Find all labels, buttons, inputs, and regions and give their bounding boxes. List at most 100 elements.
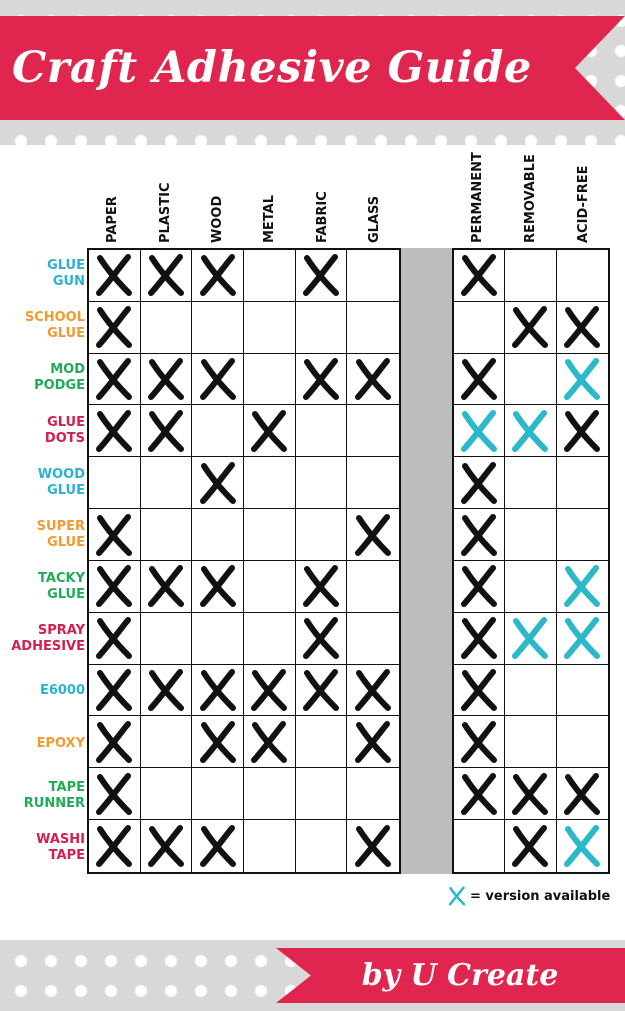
check-x-icon bbox=[251, 409, 288, 452]
grid-cell-removable bbox=[505, 612, 557, 665]
check-x-icon bbox=[147, 825, 184, 868]
check-x-icon bbox=[461, 772, 498, 815]
grid-cell-removable bbox=[505, 405, 557, 458]
grid-cell-metal bbox=[244, 664, 296, 717]
grid-cell-acid-free bbox=[556, 613, 608, 665]
column-header-glass: GLASS bbox=[366, 195, 382, 243]
materials-grid bbox=[87, 248, 401, 874]
check-x-icon bbox=[564, 409, 601, 452]
credit-text: by U Create bbox=[361, 958, 559, 993]
grid-cell-paper bbox=[89, 768, 141, 821]
check-x-icon bbox=[96, 306, 133, 349]
grid-cell-plastic bbox=[140, 560, 193, 613]
check-x-icon bbox=[355, 513, 392, 556]
grid-cell-fabric bbox=[295, 509, 348, 561]
grid-cell-removable bbox=[505, 457, 557, 510]
grid-cell-metal bbox=[244, 353, 296, 406]
column-separator bbox=[401, 248, 452, 874]
grid-cell-fabric bbox=[295, 250, 348, 302]
row-label-line: GLUE bbox=[47, 326, 85, 342]
check-x-icon bbox=[302, 565, 339, 608]
grid-cell-plastic bbox=[140, 250, 193, 302]
grid-cell-paper bbox=[89, 405, 141, 458]
grid-cell-permanent bbox=[454, 612, 506, 665]
version-available-x-icon bbox=[512, 617, 549, 660]
grid-cell-wood bbox=[192, 768, 244, 821]
check-x-icon bbox=[147, 409, 184, 452]
grid-cell-metal bbox=[244, 560, 296, 613]
check-x-icon bbox=[302, 669, 339, 712]
grid-cell-permanent bbox=[454, 560, 506, 613]
row-label-line: MOD bbox=[50, 362, 85, 378]
row-label: TACKY GLUE bbox=[0, 561, 85, 613]
grid-cell-glass bbox=[347, 561, 399, 613]
grid-cell-permanent bbox=[454, 301, 506, 354]
grid-cell-metal bbox=[244, 405, 296, 458]
grid-cell-paper bbox=[89, 612, 141, 665]
column-header-wood: WOOD bbox=[209, 195, 225, 243]
grid-cell-paper bbox=[89, 250, 141, 302]
grid-cell-paper bbox=[89, 457, 141, 510]
grid-cell-acid-free bbox=[556, 716, 608, 769]
check-x-icon bbox=[96, 617, 133, 660]
check-x-icon bbox=[302, 254, 339, 297]
check-x-icon bbox=[355, 358, 392, 401]
row-label-line: RUNNER bbox=[23, 795, 85, 811]
check-x-icon bbox=[461, 513, 498, 556]
grid-cell-glass bbox=[347, 820, 399, 872]
row-label: SPRAY ADHESIVE bbox=[0, 613, 85, 665]
grid-cell-acid-free bbox=[556, 509, 608, 561]
version-available-x-icon bbox=[448, 886, 466, 906]
row-label: SCHOOL GLUE bbox=[0, 300, 85, 352]
row-label-line: PODGE bbox=[34, 378, 85, 394]
check-x-icon bbox=[355, 720, 392, 763]
grid-cell-fabric bbox=[295, 301, 348, 354]
grid-cell-fabric bbox=[295, 457, 348, 510]
grid-cell-glass bbox=[347, 302, 399, 354]
row-label-line: GLUE bbox=[47, 258, 85, 274]
grid-cell-wood bbox=[192, 664, 244, 717]
grid-cell-metal bbox=[244, 768, 296, 821]
grid-cell-plastic bbox=[140, 716, 193, 769]
grid-cell-fabric bbox=[295, 716, 348, 769]
grid-cell-paper bbox=[89, 509, 141, 561]
grid-cell-paper bbox=[89, 301, 141, 354]
grid-cell-glass bbox=[347, 354, 399, 406]
grid-cell-fabric bbox=[295, 405, 348, 458]
grid-cell-removable bbox=[505, 301, 557, 354]
row-label: MOD PODGE bbox=[0, 352, 85, 404]
grid-cell-wood bbox=[192, 405, 244, 458]
grid-cell-wood bbox=[192, 716, 244, 769]
check-x-icon bbox=[512, 825, 549, 868]
check-x-icon bbox=[461, 617, 498, 660]
row-label: WASHI TAPE bbox=[0, 822, 85, 874]
check-x-icon bbox=[199, 720, 236, 763]
grid-cell-glass bbox=[347, 768, 399, 821]
grid-cell-plastic bbox=[140, 664, 193, 717]
grid-cell-plastic bbox=[140, 509, 193, 561]
column-header-permanent: PERMANENT bbox=[470, 152, 486, 243]
grid-cell-plastic bbox=[140, 301, 193, 354]
row-label-line: GLUE bbox=[47, 534, 85, 550]
grid-cell-removable bbox=[505, 716, 557, 769]
check-x-icon bbox=[302, 358, 339, 401]
grid-cell-wood bbox=[192, 301, 244, 354]
grid-cell-acid-free bbox=[556, 665, 608, 717]
grid-cell-metal bbox=[244, 820, 296, 872]
grid-cell-glass bbox=[347, 716, 399, 769]
grid-cell-glass bbox=[347, 613, 399, 665]
grid-cell-acid-free bbox=[556, 302, 608, 354]
check-x-icon bbox=[461, 565, 498, 608]
check-x-icon bbox=[147, 565, 184, 608]
grid-cell-wood bbox=[192, 509, 244, 561]
grid-cell-permanent bbox=[454, 250, 506, 302]
grid-cell-metal bbox=[244, 457, 296, 510]
row-label-line: ADHESIVE bbox=[11, 639, 85, 655]
column-header-plastic: PLASTIC bbox=[157, 182, 173, 243]
grid-cell-permanent bbox=[454, 509, 506, 561]
grid-cell-metal bbox=[244, 716, 296, 769]
title-banner bbox=[0, 16, 625, 120]
check-x-icon bbox=[147, 254, 184, 297]
grid-cell-permanent bbox=[454, 768, 506, 821]
grid-cell-glass bbox=[347, 665, 399, 717]
